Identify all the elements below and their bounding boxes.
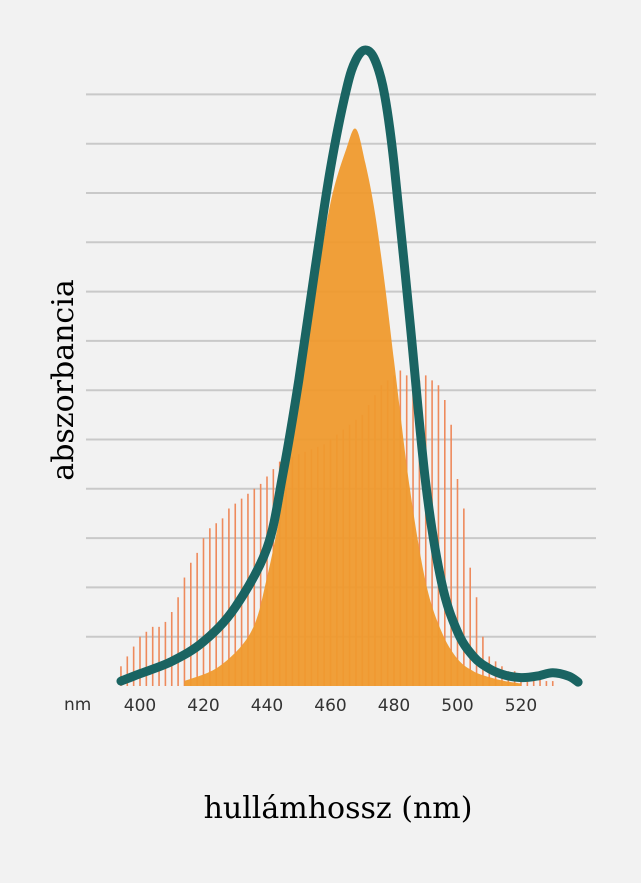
x-unit-label: nm xyxy=(64,695,91,715)
x-tick-labels: 400 420 440 460 480 500 520 xyxy=(124,696,537,716)
x-tick-label: 520 xyxy=(505,696,537,716)
x-tick-label: 480 xyxy=(378,696,410,716)
x-tick-label: 420 xyxy=(187,696,219,716)
x-tick-label: 460 xyxy=(314,696,346,716)
x-tick-label: 500 xyxy=(441,696,473,716)
x-tick-label: 440 xyxy=(251,696,283,716)
y-axis-title: abszorbancia xyxy=(46,279,81,481)
x-axis-title: hullámhossz (nm) xyxy=(204,791,473,826)
teal-line-series xyxy=(116,45,583,687)
orange-area-series xyxy=(184,128,521,686)
x-tick-label: 400 xyxy=(124,696,156,716)
